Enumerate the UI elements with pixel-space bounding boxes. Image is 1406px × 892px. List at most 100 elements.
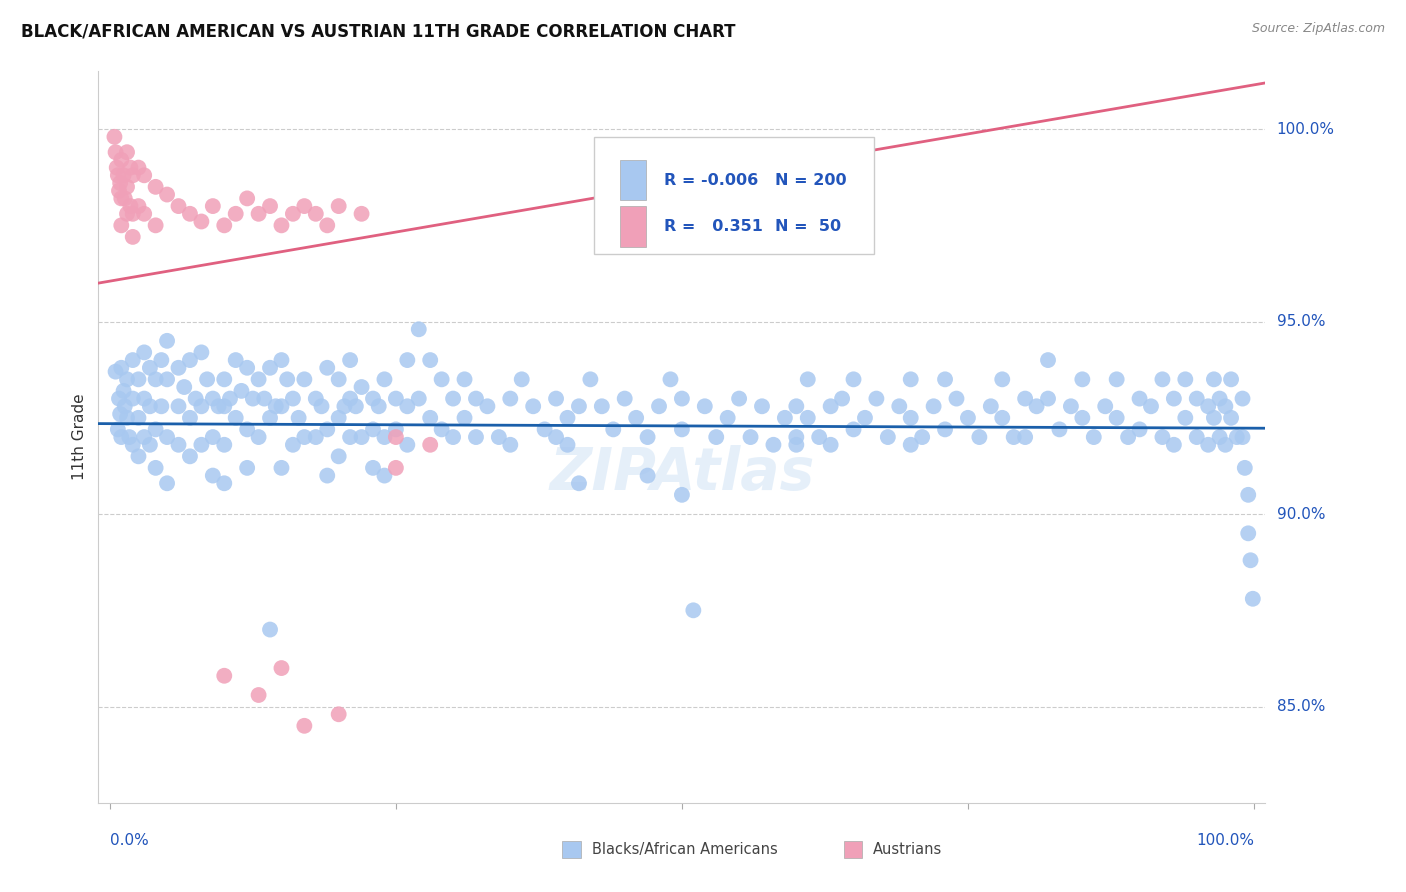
Point: [112, 384, 135, 398]
Point: [270, 219, 292, 233]
Point: [145, 422, 167, 436]
Point: [568, 476, 591, 491]
Point: [156, 187, 179, 202]
Point: [114, 399, 136, 413]
Point: [127, 450, 149, 464]
Point: [419, 353, 441, 368]
Point: [740, 430, 762, 444]
Point: [292, 199, 315, 213]
Point: [831, 392, 853, 406]
Point: [350, 430, 373, 444]
Point: [121, 353, 143, 368]
Point: [190, 345, 212, 359]
Point: [118, 430, 141, 444]
Point: [465, 430, 488, 444]
Point: [361, 392, 384, 406]
Point: [693, 399, 716, 413]
Text: 85.0%: 85.0%: [1277, 699, 1324, 714]
Point: [231, 384, 253, 398]
FancyBboxPatch shape: [595, 137, 875, 254]
Point: [173, 380, 195, 394]
Point: [115, 372, 138, 386]
Point: [488, 430, 510, 444]
Point: [201, 468, 224, 483]
Point: [704, 430, 727, 444]
Point: [1208, 430, 1230, 444]
Point: [328, 372, 350, 386]
Point: [648, 399, 671, 413]
Point: [659, 372, 682, 386]
Point: [201, 199, 224, 213]
Point: [522, 399, 544, 413]
Point: [201, 392, 224, 406]
Point: [1025, 399, 1047, 413]
Point: [139, 438, 162, 452]
Point: [247, 207, 270, 221]
Point: [1036, 353, 1059, 368]
Point: [134, 392, 156, 406]
Point: [214, 476, 236, 491]
Point: [127, 161, 149, 175]
Point: [236, 461, 259, 475]
Point: [150, 399, 173, 413]
Point: [430, 422, 453, 436]
Point: [127, 372, 149, 386]
Point: [385, 392, 408, 406]
Point: [637, 430, 659, 444]
Text: 0.0%: 0.0%: [110, 833, 149, 848]
Point: [167, 360, 190, 375]
Text: 95.0%: 95.0%: [1277, 314, 1324, 329]
Point: [121, 392, 143, 406]
Point: [717, 410, 740, 425]
Point: [1152, 372, 1174, 386]
Point: [114, 191, 136, 205]
Point: [103, 129, 125, 144]
Point: [242, 392, 264, 406]
Point: [287, 410, 309, 425]
Point: [430, 372, 453, 386]
Point: [900, 372, 922, 386]
Point: [305, 392, 328, 406]
Point: [1105, 410, 1128, 425]
Point: [156, 372, 179, 386]
Point: [219, 392, 242, 406]
Point: [773, 410, 796, 425]
Point: [108, 184, 131, 198]
Point: [602, 422, 624, 436]
Point: [110, 219, 132, 233]
FancyBboxPatch shape: [620, 206, 645, 246]
Point: [207, 399, 229, 413]
Point: [167, 438, 190, 452]
Point: [134, 169, 156, 183]
Point: [281, 207, 304, 221]
Point: [316, 360, 339, 375]
Point: [281, 392, 304, 406]
Point: [201, 430, 224, 444]
Point: [969, 430, 991, 444]
Point: [453, 410, 475, 425]
Point: [499, 392, 522, 406]
Text: 100.0%: 100.0%: [1277, 121, 1334, 136]
Point: [373, 430, 395, 444]
Point: [270, 461, 292, 475]
Point: [115, 145, 138, 160]
Point: [167, 399, 190, 413]
Point: [1220, 372, 1243, 386]
Point: [110, 191, 132, 205]
Point: [762, 438, 785, 452]
Point: [108, 392, 131, 406]
Point: [419, 438, 441, 452]
Point: [820, 438, 842, 452]
Point: [145, 372, 167, 386]
Point: [1105, 372, 1128, 386]
Point: [1128, 392, 1150, 406]
Point: [316, 468, 339, 483]
Point: [247, 430, 270, 444]
Point: [1202, 410, 1225, 425]
Point: [328, 707, 350, 722]
Point: [121, 438, 143, 452]
Point: [1140, 399, 1163, 413]
Point: [785, 399, 807, 413]
Point: [396, 353, 419, 368]
Point: [214, 372, 236, 386]
